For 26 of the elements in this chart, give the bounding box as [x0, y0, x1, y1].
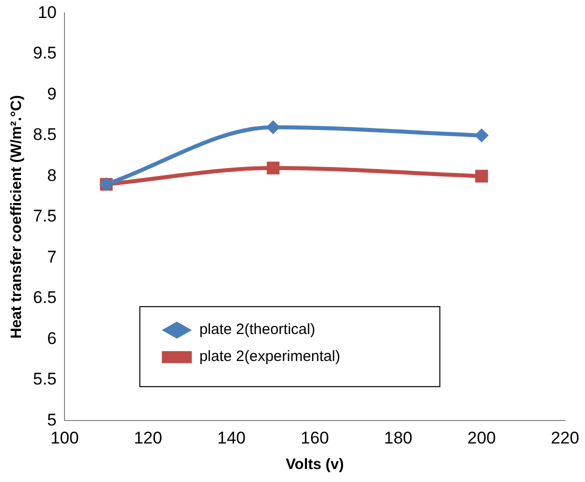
- y-tick-label: 9.5: [32, 44, 57, 63]
- x-tick-label: 140: [217, 428, 246, 448]
- x-tick-label: 120: [134, 428, 162, 448]
- x-axis-title: Volts (v): [286, 456, 344, 474]
- legend-label: plate 2(experimental): [199, 348, 340, 366]
- point: [474, 128, 489, 142]
- point: [266, 162, 280, 174]
- point: [266, 120, 280, 134]
- y-tick-label: 6.5: [32, 288, 57, 308]
- y-tick-label: 10: [38, 2, 57, 22]
- x-tick-label: 180: [384, 428, 412, 448]
- y-tick-label: 6: [47, 328, 57, 348]
- x-tick-label: 200: [467, 428, 496, 448]
- y-tick-label: 8.5: [32, 125, 57, 144]
- y-tick-label: 8: [47, 166, 57, 185]
- y-axis-title: Heat transfer coefficient (W/m².°C): [8, 95, 26, 339]
- y-tick-label: 5.5: [32, 370, 57, 389]
- y-tick-label: 9: [47, 84, 57, 104]
- y-tick-label: 5: [47, 410, 57, 430]
- legend-label: plate 2(theortical): [199, 321, 316, 338]
- y-tick-label: 7.5: [32, 206, 57, 226]
- x-tick-label: 100: [50, 428, 79, 448]
- y-tick-label: 7: [47, 247, 57, 266]
- point: [475, 170, 488, 183]
- x-tick-label: 160: [300, 428, 330, 448]
- x-tick-label: 220: [550, 428, 580, 448]
